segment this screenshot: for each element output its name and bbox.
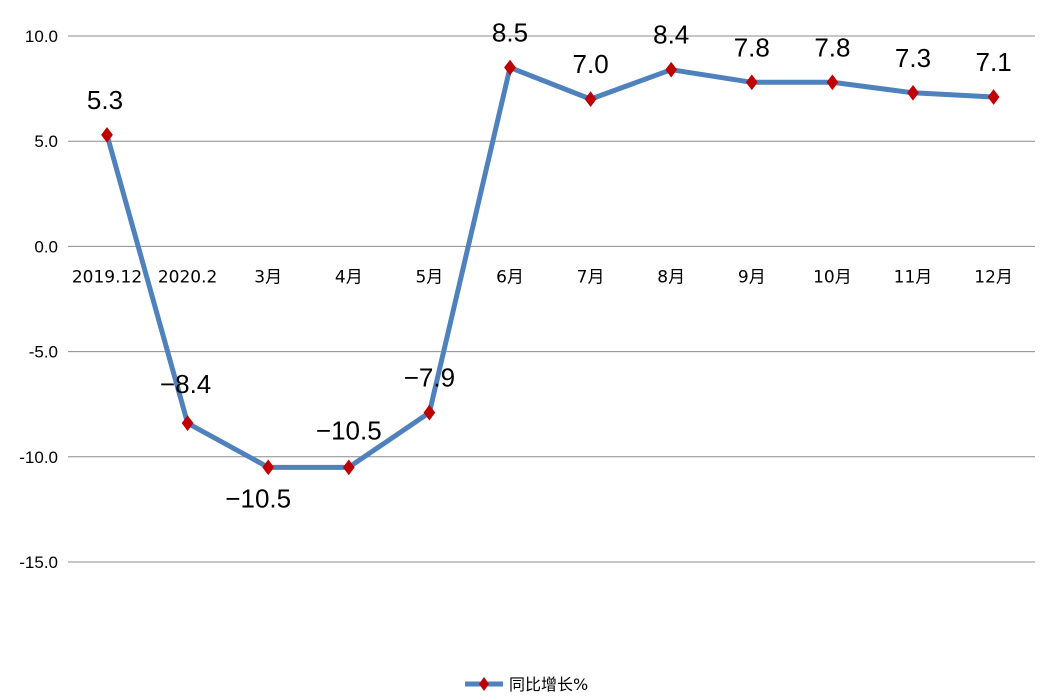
data-point-marker[interactable] [584, 91, 597, 107]
data-label: 7.1 [976, 47, 1012, 77]
data-label: −10.5 [225, 483, 291, 513]
x-tick-label: 11月 [894, 267, 933, 287]
x-tick-label: 12月 [974, 267, 1013, 287]
x-axis: 2019.12 2020.2 3月 4月 5月 6月 7月 8月 9月 10月 11月 12月 [72, 267, 1013, 287]
series-group [101, 59, 1000, 476]
x-tick-label: 6月 [496, 267, 524, 287]
x-tick-label: 5月 [415, 267, 443, 287]
x-tick-label: 10月 [813, 267, 852, 287]
data-label: 8.4 [653, 20, 689, 50]
data-label: 7.3 [895, 43, 931, 73]
data-label: 7.8 [734, 32, 770, 62]
data-label: −10.5 [316, 415, 382, 445]
data-label: 8.5 [492, 18, 528, 48]
x-tick-label: 2020.2 [158, 267, 217, 287]
data-label: 5.3 [87, 85, 123, 115]
data-point-marker[interactable] [423, 404, 436, 421]
legend-marker-swatch [479, 677, 489, 691]
y-tick-label: -15.0 [19, 553, 58, 572]
data-point-marker[interactable] [101, 127, 113, 143]
x-tick-label: 2019.12 [72, 267, 142, 287]
y-axis: 10.0 5.0 0.0 -5.0 -10.0 -15.0 [19, 27, 58, 572]
data-point-marker[interactable] [181, 415, 194, 431]
data-label: −8.4 [160, 369, 211, 399]
y-tick-label: 0.0 [34, 237, 58, 256]
y-tick-label: 10.0 [25, 27, 58, 46]
data-label: −7.9 [404, 363, 455, 393]
x-tick-label: 9月 [738, 267, 766, 287]
data-point-marker[interactable] [987, 89, 1000, 105]
data-labels: 5.3 −8.4 −10.5 −10.5 −7.9 8.5 7.0 8.4 7.8 7.8 7.3 7… [87, 18, 1012, 514]
data-label: 7.8 [814, 32, 850, 62]
data-point-marker[interactable] [745, 74, 758, 91]
data-point-marker[interactable] [504, 59, 516, 76]
series-line [104, 65, 997, 470]
x-tick-label: 3月 [254, 267, 282, 287]
data-label: 7.0 [573, 49, 609, 79]
x-tick-label: 4月 [335, 267, 363, 287]
legend: 同比增长% [465, 675, 588, 694]
data-point-marker[interactable] [665, 61, 678, 78]
gridlines [68, 35, 1035, 563]
y-tick-label: -5.0 [29, 343, 58, 362]
data-point-marker[interactable] [826, 74, 839, 91]
x-tick-label: 8月 [657, 267, 685, 287]
y-tick-label: 5.0 [34, 132, 58, 151]
data-point-marker[interactable] [262, 459, 275, 476]
data-point-marker[interactable] [342, 459, 355, 476]
data-point-marker[interactable] [907, 84, 919, 101]
x-tick-label: 7月 [577, 267, 605, 287]
y-tick-label: -10.0 [19, 448, 58, 467]
legend-label: 同比增长% [509, 675, 588, 694]
